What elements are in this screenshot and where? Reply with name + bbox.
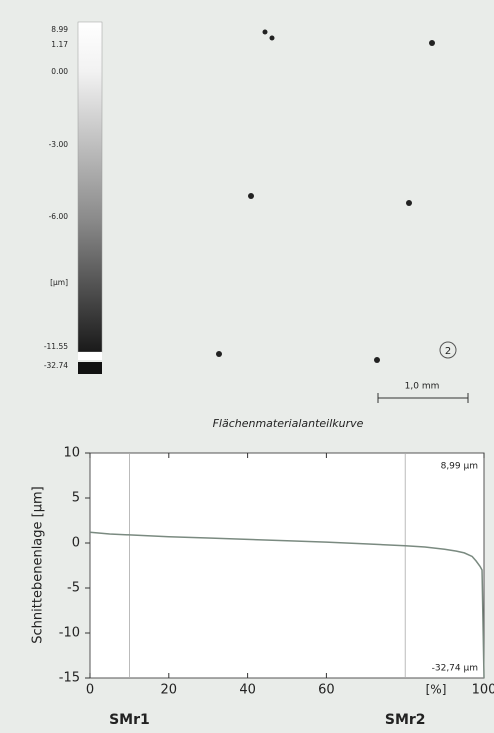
y-tick-label: -15 bbox=[59, 671, 80, 686]
scale-bar-label: 1,0 mm bbox=[405, 382, 440, 392]
plot-area bbox=[90, 453, 484, 678]
chart-title: Flächenmaterialanteilkurve bbox=[213, 417, 364, 430]
marker-label: SMr2 bbox=[385, 712, 426, 728]
y-tick-label: 5 bbox=[72, 491, 80, 506]
y-tick-label: 0 bbox=[72, 536, 80, 551]
x-tick-label: 0 bbox=[86, 683, 94, 698]
defect-dot bbox=[406, 200, 412, 206]
x-tick-label: 100 bbox=[472, 683, 494, 698]
defect-dot bbox=[374, 357, 380, 363]
defect-dot bbox=[248, 193, 254, 199]
defect-dot bbox=[216, 351, 222, 357]
page: 2 1,0 mm Flächenmaterialanteilkurve Schn… bbox=[0, 0, 494, 733]
y-tick-label: 10 bbox=[63, 446, 80, 461]
x-axis-label: [%] bbox=[426, 683, 447, 697]
defect-dot bbox=[263, 30, 268, 35]
colorbar-label: -6.00 bbox=[49, 212, 69, 221]
y-axis-label: Schnittebenenlage [µm] bbox=[31, 486, 46, 643]
y-tick-label: -10 bbox=[59, 626, 80, 641]
y-tick-label: -5 bbox=[67, 581, 80, 596]
colorbar-label: -32.74 bbox=[44, 361, 68, 370]
colorbar-label: 1.17 bbox=[51, 40, 68, 49]
annotation: -32,74 µm bbox=[432, 664, 478, 674]
colorbar-label: -11.55 bbox=[44, 342, 68, 351]
x-tick-label: 20 bbox=[161, 683, 178, 698]
defect-dot bbox=[270, 36, 275, 41]
colorbar-gap bbox=[78, 352, 102, 360]
annotation: 8,99 µm bbox=[441, 462, 478, 472]
colorbar-label: [µm] bbox=[50, 278, 68, 287]
colorbar-label: -3.00 bbox=[49, 140, 69, 149]
colorbar-bottom bbox=[78, 362, 102, 374]
marker-label: 2 bbox=[445, 346, 451, 357]
colorbar bbox=[78, 22, 102, 352]
colorbar-label: 8.99 bbox=[51, 25, 68, 34]
colorbar-label: 0.00 bbox=[51, 67, 68, 76]
figure: 2 1,0 mm Flächenmaterialanteilkurve Schn… bbox=[0, 0, 494, 733]
x-tick-label: 60 bbox=[318, 683, 335, 698]
marker-label: SMr1 bbox=[109, 712, 150, 728]
defect-dot bbox=[429, 40, 435, 46]
x-tick-label: 40 bbox=[239, 683, 256, 698]
